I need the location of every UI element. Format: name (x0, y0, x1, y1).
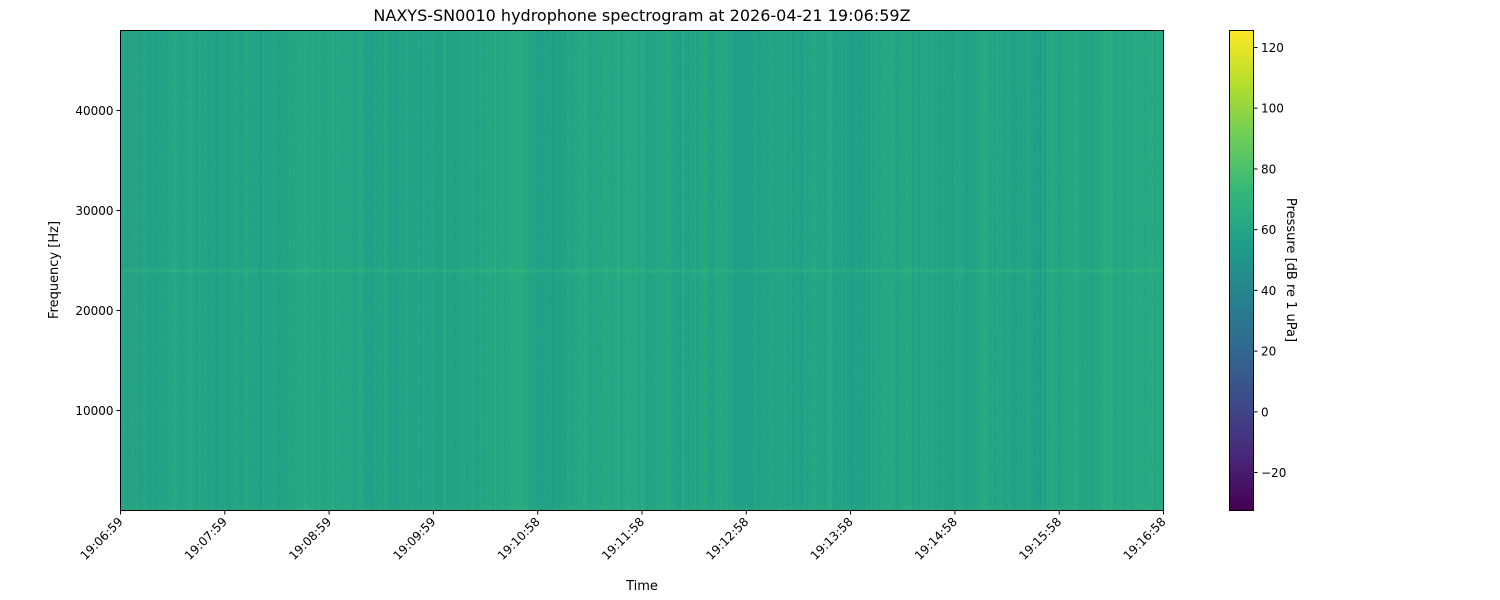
colorbar-label: Pressure [dB re 1 uPa] (1283, 198, 1298, 342)
x-tick-label: 19:12:58 (703, 515, 751, 563)
colorbar-tick-label: 0 (1261, 405, 1269, 419)
x-tick-label: 19:10:58 (495, 515, 543, 563)
colorbar-tick-label: −20 (1261, 466, 1286, 480)
x-tick-label: 19:15:58 (1016, 515, 1064, 563)
colorbar-tick-label: 40 (1261, 284, 1276, 298)
colorbar-tick-label: 120 (1261, 41, 1284, 55)
plot-frame (120, 30, 1164, 511)
y-tick-label: 10000 (75, 404, 113, 418)
y-axis-label: Frequency [Hz] (47, 221, 62, 319)
colorbar-tick-label: 60 (1261, 223, 1276, 237)
x-tick-label: 19:06:59 (78, 515, 126, 563)
x-tick-label: 19:09:59 (391, 515, 439, 563)
colorbar-tick-label: 80 (1261, 162, 1276, 176)
y-tick-label: 40000 (75, 104, 113, 118)
colorbar-gradient (1230, 31, 1253, 510)
x-tick-label: 19:14:58 (912, 515, 960, 563)
x-tick-label: 19:11:58 (599, 515, 647, 563)
y-tick-label: 30000 (75, 204, 113, 218)
y-tick-label: 20000 (75, 304, 113, 318)
spectrogram-image (121, 31, 1164, 510)
colorbar-tick-label: 20 (1261, 345, 1276, 359)
x-tick-label: 19:07:59 (182, 515, 230, 563)
x-tick-label: 19:16:58 (1121, 515, 1169, 563)
chart-title: NAXYS-SN0010 hydrophone spectrogram at 2… (373, 6, 910, 25)
x-axis-label: Time (625, 579, 658, 594)
x-tick-label: 19:13:58 (808, 515, 856, 563)
colorbar-frame (1229, 30, 1254, 511)
x-tick-label: 19:08:59 (286, 515, 334, 563)
colorbar-tick-label: 100 (1261, 102, 1284, 116)
